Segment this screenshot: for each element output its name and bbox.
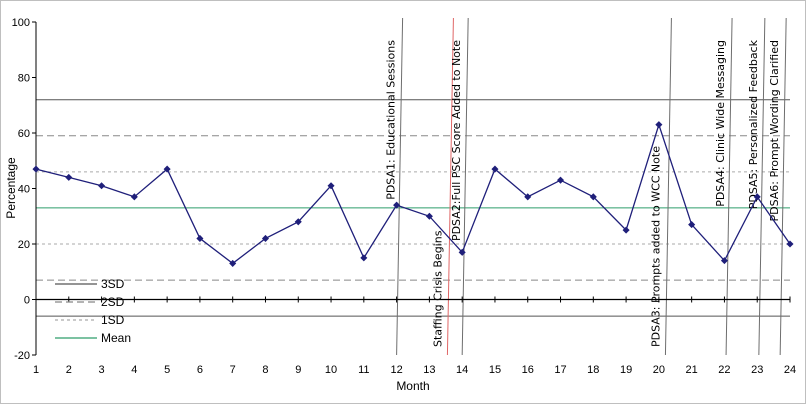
data-point bbox=[556, 176, 565, 184]
y-axis-title: Percentage bbox=[4, 157, 18, 219]
annotation-line bbox=[446, 17, 454, 356]
x-axis-title: Month bbox=[396, 379, 429, 393]
annotation-line bbox=[664, 17, 672, 356]
legend: 3SD 2SD 1SD Mean bbox=[55, 277, 131, 345]
data-point bbox=[229, 259, 237, 267]
data-point bbox=[589, 193, 597, 201]
data-point bbox=[655, 121, 663, 129]
legend-label: Mean bbox=[101, 331, 131, 345]
data-point bbox=[32, 165, 40, 173]
y-tick-label: 20 bbox=[18, 239, 30, 251]
x-tick-label: 19 bbox=[620, 364, 632, 376]
y-tick-label: 0 bbox=[24, 295, 30, 307]
y-tick-label: 60 bbox=[18, 128, 30, 140]
data-point bbox=[261, 234, 270, 242]
data-point bbox=[622, 226, 630, 234]
data-point bbox=[720, 257, 728, 265]
data-point bbox=[163, 165, 171, 173]
x-tick-label: 21 bbox=[686, 364, 698, 376]
annotation-line bbox=[758, 17, 766, 356]
x-tick-label: 12 bbox=[390, 364, 402, 376]
x-tick-label: 16 bbox=[522, 364, 534, 376]
annotation-label: PDSA3: Prompts added to WCC Note bbox=[649, 146, 662, 347]
x-tick-label: 2 bbox=[66, 364, 72, 376]
data-point bbox=[130, 193, 138, 201]
annotation-label: PDSA4: Clinic Wide Messaging bbox=[714, 40, 727, 207]
data-point bbox=[786, 240, 794, 248]
y-tick-label: -20 bbox=[14, 350, 30, 362]
annotation-label: PDSA5: Personalized Feedback bbox=[747, 39, 760, 209]
x-tick-label: 3 bbox=[99, 364, 105, 376]
data-point bbox=[294, 218, 302, 226]
x-tick-label: 20 bbox=[653, 364, 665, 376]
x-tick-label: 23 bbox=[751, 364, 763, 376]
x-tick-label: 8 bbox=[262, 364, 268, 376]
x-tick-label: 24 bbox=[784, 364, 796, 376]
annotation-label: PDSA2:Full PSC Score Added to Note bbox=[450, 40, 463, 241]
data-point bbox=[393, 201, 401, 209]
series-layer bbox=[32, 121, 794, 267]
data-point bbox=[360, 254, 368, 262]
data-point bbox=[196, 234, 204, 242]
x-tick-label: 1 bbox=[33, 364, 39, 376]
annotation-line bbox=[461, 17, 469, 356]
x-tick-label: 10 bbox=[325, 364, 337, 376]
data-point bbox=[491, 165, 499, 173]
annotation-label: PDSA1: Educational Sessions bbox=[385, 40, 398, 200]
annotation-line bbox=[396, 17, 404, 356]
x-tick-label: 14 bbox=[456, 364, 468, 376]
y-tick-label: 80 bbox=[18, 73, 30, 85]
data-point bbox=[327, 182, 335, 190]
legend-label: 1SD bbox=[101, 313, 125, 327]
series-line bbox=[35, 122, 791, 265]
x-tick-label: 9 bbox=[295, 364, 301, 376]
x-tick-label: 17 bbox=[554, 364, 566, 376]
x-tick-label: 5 bbox=[164, 364, 170, 376]
y-tick-label: 100 bbox=[12, 17, 30, 29]
data-point bbox=[524, 193, 532, 201]
data-point bbox=[98, 182, 106, 190]
annotation-label: Staffing Crisis Begins bbox=[431, 230, 444, 347]
x-tick-label: 22 bbox=[718, 364, 730, 376]
data-point bbox=[753, 193, 761, 201]
x-tick-label: 13 bbox=[423, 364, 435, 376]
annotation-line bbox=[725, 17, 733, 356]
x-tick-label: 15 bbox=[489, 364, 501, 376]
data-point bbox=[425, 212, 433, 220]
legend-label: 3SD bbox=[101, 277, 125, 291]
x-tick-label: 6 bbox=[197, 364, 203, 376]
x-tick-label: 7 bbox=[230, 364, 236, 376]
annotation-label: PDSA6: Prompt Wording Clarified bbox=[768, 40, 781, 222]
legend-label: 2SD bbox=[101, 295, 125, 309]
annotation-line bbox=[779, 17, 787, 356]
data-point bbox=[65, 173, 73, 181]
data-point bbox=[458, 248, 466, 256]
y-tick-label: 40 bbox=[18, 184, 30, 196]
x-tick-label: 18 bbox=[587, 364, 599, 376]
annotations-layer: PDSA1: Educational Sessions Staffing Cris… bbox=[385, 17, 787, 356]
data-point bbox=[688, 221, 696, 229]
control-lines-layer bbox=[36, 99, 790, 317]
x-tick-label: 4 bbox=[131, 364, 137, 376]
x-tick-label: 11 bbox=[358, 364, 369, 376]
